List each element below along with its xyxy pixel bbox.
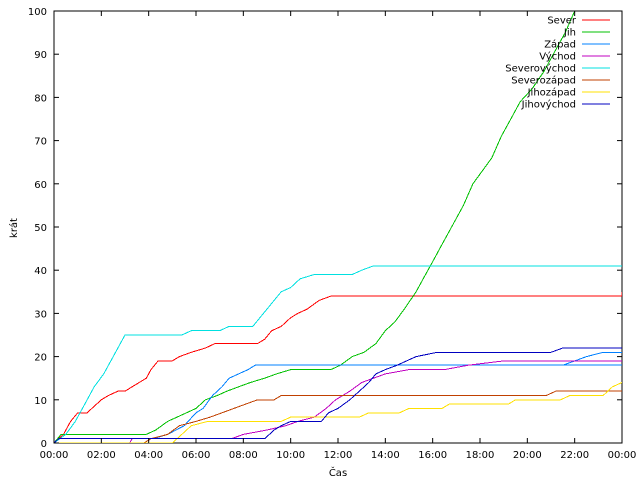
- series-line-7: [54, 382, 622, 443]
- y-tick-label: 30: [34, 309, 47, 320]
- series-line-4: [54, 360, 622, 443]
- series-layer: [54, 11, 622, 443]
- x-tick-label: 20:00: [513, 450, 542, 461]
- x-tick-label: 14:00: [371, 450, 400, 461]
- x-tick-label: 00:00: [608, 450, 637, 461]
- x-tick-label: 02:00: [87, 450, 116, 461]
- legend-label: Sever: [547, 16, 577, 27]
- y-tick-label: 10: [34, 396, 47, 407]
- y-tick-label: 80: [34, 93, 47, 104]
- y-tick-label: 60: [34, 180, 47, 191]
- legend-label: Jih: [563, 28, 576, 39]
- x-tick-label: 06:00: [182, 450, 211, 461]
- series-line-5: [54, 265, 622, 443]
- x-tick-label: 12:00: [324, 450, 353, 461]
- x-tick-label: 00:00: [40, 450, 69, 461]
- ticks-layer: [53, 10, 623, 444]
- legend-label: Jihovýchod: [521, 99, 576, 111]
- legend-label: Jihozápad: [527, 87, 576, 99]
- y-tick-label: 20: [34, 353, 47, 364]
- series-line-2: [54, 11, 576, 443]
- x-tick-label: 16:00: [418, 450, 447, 461]
- x-axis-title: Čas: [329, 466, 347, 479]
- y-tick-label: 50: [34, 223, 47, 234]
- x-tick-label: 08:00: [229, 450, 258, 461]
- x-tick-label: 10:00: [276, 450, 305, 461]
- legend-label: Severozápad: [511, 75, 576, 87]
- legend-label: Východ: [539, 51, 576, 63]
- x-tick-label: 18:00: [466, 450, 495, 461]
- series-line-6: [54, 390, 622, 443]
- legend: SeverJihZápadVýchodSeverovýchodSeverozáp…: [505, 16, 610, 111]
- series-line-1: [54, 291, 622, 443]
- y-tick-label: 100: [28, 7, 47, 18]
- legend-label: Severovýchod: [505, 63, 576, 75]
- y-tick-label: 70: [34, 137, 47, 148]
- legend-label: Západ: [544, 39, 576, 51]
- tick-labels-layer: 00:00 02:00 04:00 06:00 08:00 10:00 12:00 14:00…: [28, 7, 637, 461]
- y-tick-label: 90: [34, 50, 47, 61]
- x-tick-label: 04:00: [134, 450, 163, 461]
- x-tick-label: 22:00: [560, 450, 589, 461]
- y-tick-label: 0: [41, 439, 47, 450]
- series-line-8: [54, 347, 622, 443]
- y-tick-label: 40: [34, 266, 47, 277]
- y-axis-title: krát: [8, 218, 20, 238]
